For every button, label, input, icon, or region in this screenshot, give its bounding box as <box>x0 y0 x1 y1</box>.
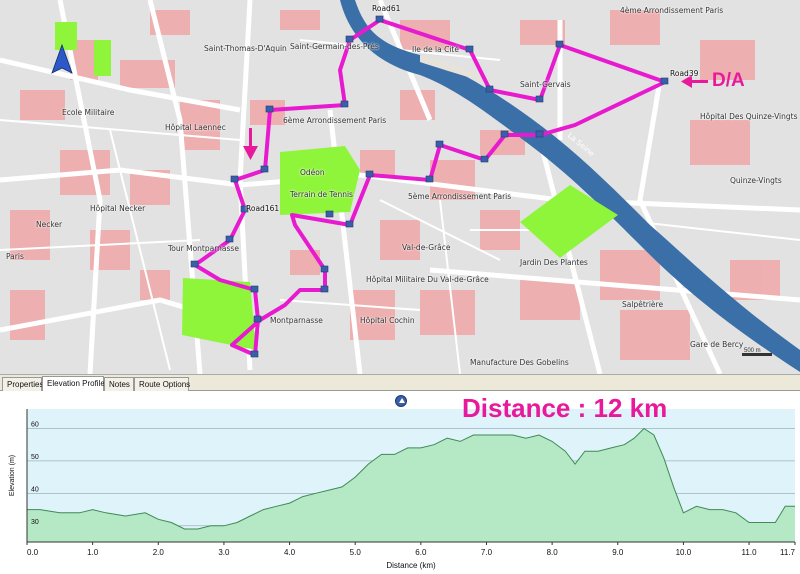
map-label: Tour Montparnasse <box>168 244 239 253</box>
x-tick-label: 2.0 <box>153 548 165 557</box>
map-label: Paris <box>6 252 24 261</box>
map-label: Montparnasse <box>270 316 323 325</box>
distance-caption: Distance : 12 km <box>462 393 668 423</box>
x-tick-label: 11.7 <box>780 548 796 557</box>
map-parks <box>55 22 618 350</box>
map-label: Gare de Bercy <box>690 340 744 349</box>
ile-de-la-cite <box>420 55 500 88</box>
elevation-chart[interactable]: 0.0 1.0 2.0 3.0 4.0 5.0 6.0 7.0 8.0 9.0 10.0 11.0 11… <box>0 391 800 574</box>
elevation-area <box>27 428 795 542</box>
map-label: Manufacture Des Gobelins <box>470 358 569 367</box>
map-label: Saint-Thomas-D'Aquin <box>204 44 287 53</box>
map-label: 5ème Arrondissement Paris <box>408 192 512 201</box>
map-label: Hôpital Cochin <box>360 316 415 325</box>
road-label: Road61 <box>372 4 401 13</box>
map-label: Hôpital Necker <box>90 204 146 213</box>
map-label: Jardin Des Plantes <box>520 258 588 267</box>
elevation-line <box>27 427 795 530</box>
map-label: Ecole Militaire <box>62 108 115 117</box>
map-label: Hôpital Des Quinze-Vingts <box>700 112 798 121</box>
x-tick-label: 0.0 <box>27 548 39 557</box>
map-label: Hôpital Militaire Du Val-de-Grâce <box>366 275 489 284</box>
y-axis-label: Elevation (m) <box>9 455 16 496</box>
tab-route-options[interactable]: Route Options <box>134 377 190 391</box>
panel-tabs: Properties Elevation Profile Notes Route… <box>0 374 800 392</box>
road-label: Road161 <box>246 204 280 213</box>
route-map[interactable]: 6ème Arrondissement Paris 5ème Arrondiss… <box>0 0 800 374</box>
x-tick-label: 11.0 <box>742 548 758 557</box>
road-label: Road39 <box>670 69 699 78</box>
x-tick-label: 10.0 <box>676 548 692 557</box>
x-axis-label: Distance (km) <box>386 561 436 570</box>
x-tick-label: 3.0 <box>218 548 230 557</box>
map-label: Necker <box>36 220 63 229</box>
start-finish-label: D/A <box>712 70 745 91</box>
x-tick-label: 4.0 <box>284 548 296 557</box>
map-label: Ile de la Cité <box>412 45 459 54</box>
tab-elevation-profile[interactable]: Elevation Profile <box>42 376 105 392</box>
map-label: Saint-Gervais <box>520 80 571 89</box>
x-tick-label: 9.0 <box>612 548 624 557</box>
map-label: 6ème Arrondissement Paris <box>283 116 387 125</box>
tab-properties[interactable]: Properties <box>2 377 43 391</box>
y-tick-label: 40 <box>31 486 39 493</box>
seine-river <box>340 0 800 372</box>
map-label: Saint-Germain-des-Prés <box>290 42 379 51</box>
collapse-up-icon[interactable] <box>395 395 407 407</box>
scale-bar <box>742 353 772 356</box>
x-tick-label: 7.0 <box>481 548 493 557</box>
map-label: Quinze-Vingts <box>730 176 782 185</box>
start-finish-arrow-icon <box>681 75 708 88</box>
map-label: Val-de-Grâce <box>402 243 451 252</box>
direction-arrow-icon <box>243 128 258 160</box>
y-tick-label: 60 <box>31 421 39 428</box>
map-label: 4ème Arrondissement Paris <box>620 6 724 15</box>
map-label: Salpêtrière <box>622 300 664 309</box>
x-tick-label: 5.0 <box>350 548 362 557</box>
x-tick-label: 8.0 <box>547 548 559 557</box>
map-label: Hôpital Laennec <box>165 123 226 132</box>
x-tick-label: 1.0 <box>87 548 99 557</box>
map-canvas[interactable] <box>0 0 800 374</box>
map-label: Terrain de Tennis <box>290 190 353 199</box>
scale-label: 500 m <box>744 348 761 354</box>
north-arrow-icon <box>51 43 73 74</box>
map-label: Odéon <box>300 168 325 177</box>
route-line[interactable] <box>193 18 666 357</box>
tab-notes[interactable]: Notes <box>104 377 134 391</box>
y-tick-label: 30 <box>31 519 39 526</box>
y-tick-label: 50 <box>31 454 39 461</box>
x-tick-label: 6.0 <box>415 548 427 557</box>
route-waypoints[interactable] <box>190 15 669 358</box>
map-buildings <box>10 10 780 360</box>
elevation-profile-panel: 0.0 1.0 2.0 3.0 4.0 5.0 6.0 7.0 8.0 9.0 10.0 11.0 11… <box>0 391 800 574</box>
